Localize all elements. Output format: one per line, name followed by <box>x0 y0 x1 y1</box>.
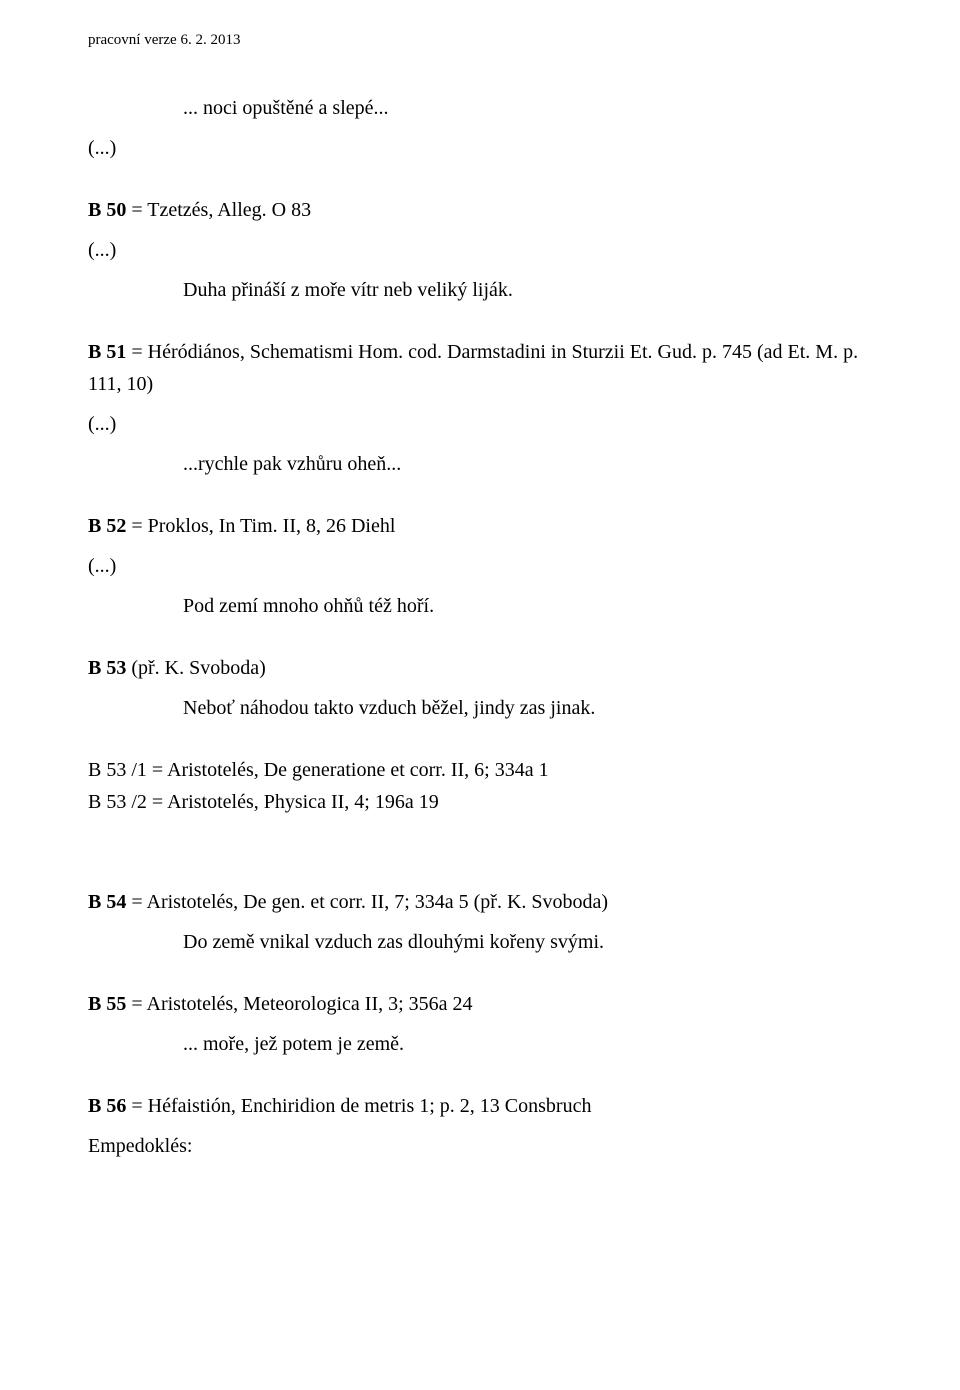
spacer <box>88 848 872 878</box>
b52-head: B 52 = Proklos, In Tim. II, 8, 26 Diehl <box>88 510 872 542</box>
b54-block: B 54 = Aristotelés, De gen. et corr. II,… <box>88 886 872 958</box>
ellipsis-b51: (...) <box>88 408 872 440</box>
b54-head: B 54 = Aristotelés, De gen. et corr. II,… <box>88 886 872 918</box>
b55-head-bold: B 55 <box>88 993 126 1015</box>
b50-head-rest: = Tzetzés, Alleg. O 83 <box>126 199 311 221</box>
b50-head: B 50 = Tzetzés, Alleg. O 83 <box>88 194 872 226</box>
b53-1: B 53 /1 = Aristotelés, De generatione et… <box>88 754 872 786</box>
b54-body: Do země vnikal vzduch zas dlouhými kořen… <box>183 926 872 958</box>
indent-line-1: ... noci opuštěné a slepé... <box>183 92 872 124</box>
b53-head-rest: (př. K. Svoboda) <box>126 657 265 679</box>
b51-head-bold: B 51 <box>88 341 126 363</box>
emped: Empedoklés: <box>88 1130 872 1162</box>
ellipsis-b50: (...) <box>88 234 872 266</box>
b54-head-rest: = Aristotelés, De gen. et corr. II, 7; 3… <box>126 891 608 913</box>
b53-sub-block: B 53 /1 = Aristotelés, De generatione et… <box>88 754 872 818</box>
b50-head-bold: B 50 <box>88 199 126 221</box>
b53-body: Neboť náhodou takto vzduch běžel, jindy … <box>183 692 872 724</box>
b50-block: B 50 = Tzetzés, Alleg. O 83 (...) Duha p… <box>88 194 872 306</box>
b54-head-bold: B 54 <box>88 891 126 913</box>
b50-body: Duha přináší z moře vítr neb veliký lijá… <box>183 274 872 306</box>
b52-head-bold: B 52 <box>88 515 126 537</box>
b52-body: Pod zemí mnoho ohňů též hoří. <box>183 590 872 622</box>
b51-head-rest: = Héródiános, Schematismi Hom. cod. Darm… <box>88 341 858 395</box>
b53-block: B 53 (př. K. Svoboda) Neboť náhodou takt… <box>88 652 872 724</box>
b56-head: B 56 = Héfaistión, Enchiridion de metris… <box>88 1090 872 1122</box>
ellipsis-1: (...) <box>88 132 872 164</box>
b52-head-rest: = Proklos, In Tim. II, 8, 26 Diehl <box>126 515 395 537</box>
b56-block: B 56 = Héfaistión, Enchiridion de metris… <box>88 1090 872 1162</box>
b53-head: B 53 (př. K. Svoboda) <box>88 652 872 684</box>
b56-head-rest: = Héfaistión, Enchiridion de metris 1; p… <box>126 1095 591 1117</box>
b52-block: B 52 = Proklos, In Tim. II, 8, 26 Diehl … <box>88 510 872 622</box>
b51-head: B 51 = Héródiános, Schematismi Hom. cod.… <box>88 336 872 400</box>
ellipsis-b52: (...) <box>88 550 872 582</box>
b55-body: ... moře, jež potem je země. <box>183 1028 872 1060</box>
intro-block: ... noci opuštěné a slepé... (...) <box>88 92 872 164</box>
b55-head-rest: = Aristotelés, Meteorologica II, 3; 356a… <box>126 993 472 1015</box>
b55-head: B 55 = Aristotelés, Meteorologica II, 3;… <box>88 988 872 1020</box>
b55-block: B 55 = Aristotelés, Meteorologica II, 3;… <box>88 988 872 1060</box>
b53-head-bold: B 53 <box>88 657 126 679</box>
b51-body: ...rychle pak vzhůru oheň... <box>183 448 872 480</box>
header-note: pracovní verze 6. 2. 2013 <box>88 28 872 52</box>
document-page: pracovní verze 6. 2. 2013 ... noci opušt… <box>0 0 960 1390</box>
b53-2: B 53 /2 = Aristotelés, Physica II, 4; 19… <box>88 786 872 818</box>
b51-block: B 51 = Héródiános, Schematismi Hom. cod.… <box>88 336 872 480</box>
b56-head-bold: B 56 <box>88 1095 126 1117</box>
